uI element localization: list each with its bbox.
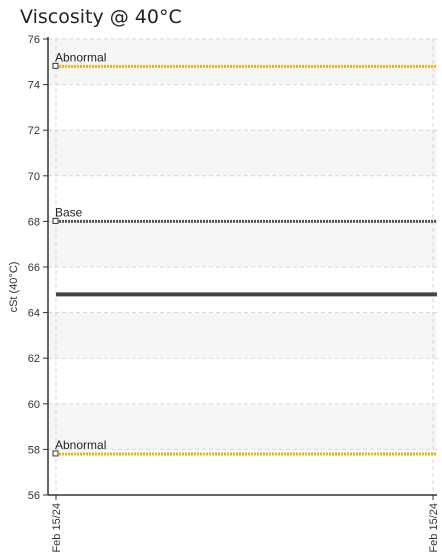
reference-marker	[52, 217, 59, 224]
y-tick-label: 72	[28, 125, 40, 137]
y-tick-label: 74	[28, 80, 40, 92]
grid-band	[48, 221, 437, 267]
grid-band	[48, 403, 437, 450]
y-tick-label: 58	[28, 444, 40, 456]
reference-marker	[52, 450, 59, 457]
reference-label: Base	[55, 205, 83, 219]
y-axis-label: cSt (40°C)	[8, 262, 20, 313]
grid-band	[48, 39, 437, 85]
reference-label: Abnormal	[55, 438, 106, 452]
y-tick-label: 68	[28, 216, 40, 228]
grid-band	[48, 130, 437, 176]
y-tick-label: 70	[28, 171, 40, 183]
x-tick-label: Feb 15/24	[428, 503, 440, 553]
reference-label: Abnormal	[55, 50, 106, 64]
y-tick-label: 62	[28, 353, 40, 365]
y-tick-label: 66	[28, 262, 40, 274]
chart-title: Viscosity @ 40°C	[20, 6, 182, 28]
grid-band	[48, 312, 437, 359]
y-tick-label: 76	[28, 34, 40, 46]
reference-marker	[52, 62, 59, 69]
y-tick-label: 56	[28, 490, 40, 502]
x-tick-label: Feb 15/24	[51, 503, 63, 553]
y-tick-label: 64	[28, 308, 40, 320]
y-tick-label: 60	[28, 399, 40, 411]
